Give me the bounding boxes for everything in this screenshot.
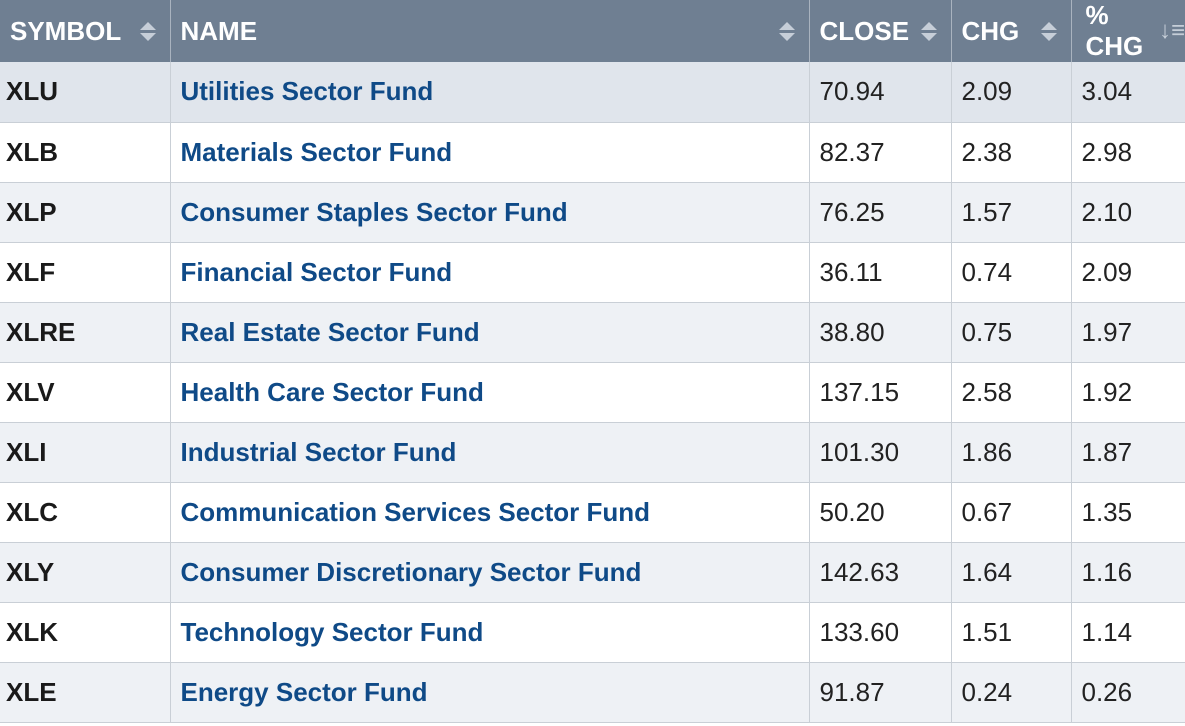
- sort-descending-icon[interactable]: ↓≡: [1158, 17, 1185, 44]
- change-cell: 2.58: [951, 362, 1072, 423]
- percent-change-cell: 2.09: [1071, 242, 1185, 303]
- table-row[interactable]: XLF Financial Sector Fund 36.11 0.74 2.09: [0, 242, 1185, 303]
- symbol-cell: XLY: [0, 542, 171, 603]
- column-header-label: CLOSE: [819, 15, 910, 46]
- table-row[interactable]: XLI Industrial Sector Fund 101.30 1.86 1.87: [0, 422, 1185, 483]
- symbol-cell: XLC: [0, 482, 171, 543]
- header-row: SYMBOL NAME CLOSE CHG: [0, 0, 1185, 62]
- close-cell: 76.25: [809, 182, 952, 243]
- table-row[interactable]: XLU Utilities Sector Fund 70.94 2.09 3.04: [0, 62, 1185, 123]
- percent-change-cell: 1.87: [1071, 422, 1185, 483]
- sort-updown-icon[interactable]: [139, 21, 156, 41]
- symbol-cell: XLI: [0, 422, 171, 483]
- symbol-cell: XLV: [0, 362, 171, 423]
- symbol-cell: XLU: [0, 62, 171, 123]
- close-cell: 50.20: [809, 482, 952, 543]
- symbol-cell: XLE: [0, 662, 171, 723]
- change-cell: 0.75: [951, 302, 1072, 363]
- fund-name-link[interactable]: Energy Sector Fund: [170, 662, 810, 723]
- close-cell: 101.30: [809, 422, 952, 483]
- column-header-close[interactable]: CLOSE: [809, 0, 952, 62]
- table-row[interactable]: XLK Technology Sector Fund 133.60 1.51 1.14: [0, 602, 1185, 663]
- column-header-label: SYMBOL: [10, 15, 122, 46]
- close-cell: 137.15: [809, 362, 952, 423]
- percent-change-cell: 2.98: [1071, 122, 1185, 183]
- table-header: SYMBOL NAME CLOSE CHG: [0, 0, 1185, 62]
- sort-updown-icon[interactable]: [920, 21, 937, 41]
- close-cell: 36.11: [809, 242, 952, 303]
- close-cell: 91.87: [809, 662, 952, 723]
- fund-name-link[interactable]: Health Care Sector Fund: [170, 362, 810, 423]
- fund-name-link[interactable]: Consumer Staples Sector Fund: [170, 182, 810, 243]
- fund-name-link[interactable]: Technology Sector Fund: [170, 602, 810, 663]
- symbol-cell: XLF: [0, 242, 171, 303]
- symbol-cell: XLK: [0, 602, 171, 663]
- close-cell: 38.80: [809, 302, 952, 363]
- percent-change-cell: 1.97: [1071, 302, 1185, 363]
- percent-change-cell: 2.10: [1071, 182, 1185, 243]
- change-cell: 2.38: [951, 122, 1072, 183]
- symbol-cell: XLRE: [0, 302, 171, 363]
- close-cell: 70.94: [809, 62, 952, 123]
- sort-updown-icon[interactable]: [1040, 21, 1057, 41]
- percent-change-cell: 3.04: [1071, 62, 1185, 123]
- column-header-label: CHG: [961, 15, 1020, 46]
- column-header-chg[interactable]: CHG: [951, 0, 1072, 62]
- symbol-cell: XLB: [0, 122, 171, 183]
- change-cell: 0.67: [951, 482, 1072, 543]
- fund-name-link[interactable]: Financial Sector Fund: [170, 242, 810, 303]
- percent-change-cell: 1.92: [1071, 362, 1185, 423]
- change-cell: 1.64: [951, 542, 1072, 603]
- fund-name-link[interactable]: Utilities Sector Fund: [170, 62, 810, 123]
- table-body: XLU Utilities Sector Fund 70.94 2.09 3.04 XLB…: [0, 62, 1185, 723]
- change-cell: 2.09: [951, 62, 1072, 123]
- fund-name-link[interactable]: Industrial Sector Fund: [170, 422, 810, 483]
- column-header-symbol[interactable]: SYMBOL: [0, 0, 171, 62]
- table-row[interactable]: XLB Materials Sector Fund 82.37 2.38 2.98: [0, 122, 1185, 183]
- table-row[interactable]: XLY Consumer Discretionary Sector Fund 142…: [0, 542, 1185, 603]
- fund-name-link[interactable]: Real Estate Sector Fund: [170, 302, 810, 363]
- sort-updown-icon[interactable]: [778, 21, 795, 41]
- column-header-pct-chg[interactable]: % CHG ↓≡: [1071, 0, 1185, 62]
- column-header-name[interactable]: NAME: [170, 0, 810, 62]
- change-cell: 0.74: [951, 242, 1072, 303]
- change-cell: 0.24: [951, 662, 1072, 723]
- table-row[interactable]: XLV Health Care Sector Fund 137.15 2.58 1.92: [0, 362, 1185, 423]
- close-cell: 142.63: [809, 542, 952, 603]
- symbol-cell: XLP: [0, 182, 171, 243]
- percent-change-cell: 1.16: [1071, 542, 1185, 603]
- column-header-label: % CHG: [1085, 0, 1144, 61]
- percent-change-cell: 0.26: [1071, 662, 1185, 723]
- change-cell: 1.57: [951, 182, 1072, 243]
- table-row[interactable]: XLE Energy Sector Fund 91.87 0.24 0.26: [0, 662, 1185, 723]
- fund-name-link[interactable]: Materials Sector Fund: [170, 122, 810, 183]
- table-row[interactable]: XLRE Real Estate Sector Fund 38.80 0.75 1.97: [0, 302, 1185, 363]
- change-cell: 1.86: [951, 422, 1072, 483]
- close-cell: 133.60: [809, 602, 952, 663]
- column-header-label: NAME: [180, 15, 258, 46]
- fund-name-link[interactable]: Consumer Discretionary Sector Fund: [170, 542, 810, 603]
- fund-name-link[interactable]: Communication Services Sector Fund: [170, 482, 810, 543]
- table-row[interactable]: XLP Consumer Staples Sector Fund 76.25 1.57…: [0, 182, 1185, 243]
- change-cell: 1.51: [951, 602, 1072, 663]
- close-cell: 82.37: [809, 122, 952, 183]
- percent-change-cell: 1.14: [1071, 602, 1185, 663]
- percent-change-cell: 1.35: [1071, 482, 1185, 543]
- table-row[interactable]: XLC Communication Services Sector Fund 50.…: [0, 482, 1185, 543]
